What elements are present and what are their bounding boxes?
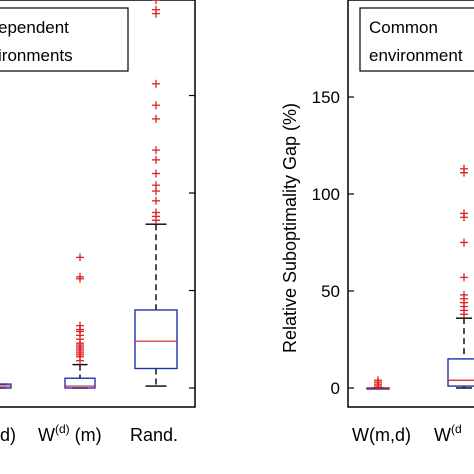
left-legend-line-2: ironments bbox=[0, 46, 73, 65]
right-box-2-outlier-7 bbox=[460, 273, 468, 282]
right-marks bbox=[366, 164, 474, 391]
right-xtick-2-base: W bbox=[434, 425, 451, 445]
left-box-3-outlier-15 bbox=[152, 0, 160, 4]
left-xtick-2-suffix: (m) bbox=[70, 425, 102, 445]
right-ytick-label-4: 150 bbox=[312, 88, 340, 107]
right-box-2-outlier-8 bbox=[460, 238, 468, 247]
left-marks bbox=[0, 0, 195, 389]
left-box-1 bbox=[0, 383, 12, 389]
left-box-3-outlier-7 bbox=[152, 169, 160, 178]
left-box-3-outlier-9 bbox=[152, 146, 160, 155]
right-box-2-outlier-6 bbox=[460, 290, 468, 299]
left-box-2-outlier-17 bbox=[76, 253, 84, 262]
right-box-2-outlier-12 bbox=[460, 164, 468, 173]
right-box-2 bbox=[447, 164, 474, 389]
right-ylabel: Relative Suboptimality Gap (%) bbox=[280, 103, 300, 353]
left-box-3-outlier-12 bbox=[152, 79, 160, 88]
left-box-2 bbox=[64, 253, 96, 389]
right-legend-line-2: environment bbox=[369, 46, 463, 65]
right-ytick-label-1: 0 bbox=[331, 379, 340, 398]
left-box-3-outlier-6 bbox=[152, 181, 160, 190]
left-box-3-outlier-11 bbox=[152, 101, 160, 110]
left-xtick-2-sup: (d) bbox=[55, 422, 70, 436]
right-panel: Common environment 0 50 100 150 Relative Su… bbox=[280, 0, 474, 445]
left-box-3-outlier-3 bbox=[152, 208, 160, 217]
right-ytick-label-2: 50 bbox=[321, 282, 340, 301]
right-box-2-outlier-10 bbox=[460, 209, 468, 218]
left-box-3-outlier-8 bbox=[152, 155, 160, 164]
right-legend-line-1: Common bbox=[369, 18, 438, 37]
left-xtick-3: Rand. bbox=[130, 425, 178, 445]
left-box-3 bbox=[134, 0, 178, 387]
right-box-1 bbox=[366, 376, 390, 391]
left-legend-line-1: ependent bbox=[0, 18, 69, 37]
left-legend-box bbox=[0, 7, 129, 72]
left-xtick-2-base: W bbox=[38, 425, 55, 445]
left-box-3-body bbox=[134, 309, 178, 370]
left-box-2-outlier-14 bbox=[76, 321, 84, 330]
left-plot-frame bbox=[0, 0, 196, 408]
left-box-3-outlier-14 bbox=[152, 5, 160, 14]
left-xtick-1: d) bbox=[0, 425, 16, 445]
left-box-3-outlier-10 bbox=[152, 114, 160, 123]
right-yticks: 0 50 100 150 bbox=[312, 88, 354, 398]
right-ytick-label-3: 100 bbox=[312, 185, 340, 204]
left-panel: ependent ironments d) W(d) (m) Rand. bbox=[0, 0, 196, 445]
right-plot-frame bbox=[347, 0, 474, 408]
right-xtick-1: W(m,d) bbox=[352, 425, 411, 445]
right-box-2-body bbox=[447, 358, 474, 387]
right-legend-box bbox=[359, 7, 474, 72]
left-xtick-2: W(d) (m) bbox=[38, 422, 102, 445]
left-box-2-outlier-16 bbox=[76, 272, 84, 281]
left-box-2-body bbox=[64, 377, 96, 389]
right-xtick-2-sup: (d bbox=[451, 422, 462, 436]
right-box-1-outlier-4 bbox=[374, 376, 382, 385]
left-box-3-outlier-4 bbox=[152, 196, 160, 205]
right-xtick-2: W(d bbox=[434, 422, 462, 445]
